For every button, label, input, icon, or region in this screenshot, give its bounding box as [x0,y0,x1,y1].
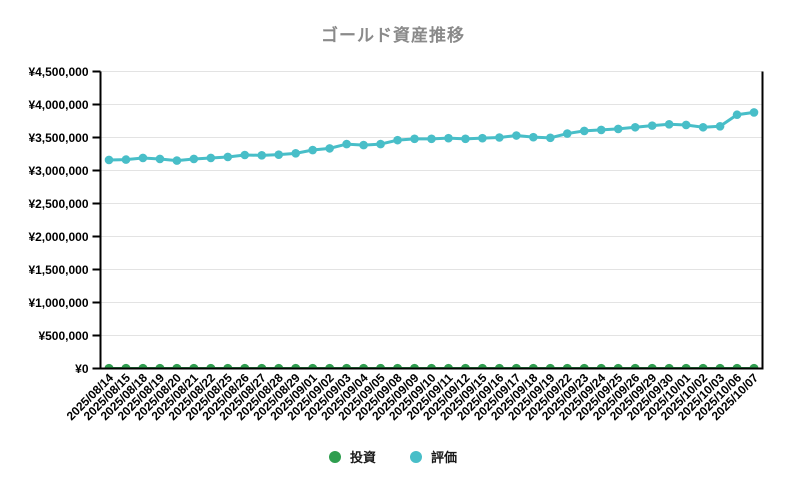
eval-data-point[interactable] [444,133,453,143]
invest-data-point[interactable] [477,363,488,373]
invest-data-point[interactable] [155,363,165,373]
eval-data-point[interactable] [325,144,334,153]
y-tick-label: ¥0 [75,362,89,376]
eval-data-point[interactable] [749,108,759,117]
invest-data-point[interactable] [375,363,386,373]
legend-label-invest: 投資 [349,450,376,465]
eval-data-point[interactable] [274,150,284,159]
invest-data-point[interactable] [732,363,742,373]
y-tick-label: ¥3,000,000 [28,164,88,178]
invest-data-point[interactable] [715,363,725,373]
invest-data-point[interactable] [392,363,403,373]
eval-data-point[interactable] [562,129,572,138]
eval-data-point[interactable] [596,125,606,135]
eval-data-point[interactable] [546,133,555,143]
eval-data-point[interactable] [257,151,267,160]
invest-data-point[interactable] [545,363,555,373]
eval-data-point[interactable] [512,131,521,140]
invest-data-point[interactable] [681,363,691,373]
eval-data-point[interactable] [376,139,385,149]
y-tick-label: ¥4,500,000 [28,65,88,79]
eval-data-point[interactable] [427,134,436,144]
eval-data-point[interactable] [478,133,487,143]
eval-data-point[interactable] [308,145,317,155]
invest-data-point[interactable] [274,363,284,373]
invest-data-point[interactable] [613,363,623,373]
chart-title: ゴールド資産推移 [321,26,465,45]
eval-data-point[interactable] [681,120,691,130]
invest-data-point[interactable] [104,363,114,373]
invest-data-point[interactable] [562,363,572,373]
eval-data-point[interactable] [104,155,114,165]
invest-data-point[interactable] [325,363,335,373]
invest-data-point[interactable] [308,363,318,373]
invest-data-point[interactable] [749,363,759,373]
eval-data-point[interactable] [630,122,640,132]
eval-data-point[interactable] [529,132,538,142]
eval-data-point[interactable] [495,133,504,142]
invest-data-point[interactable] [664,363,674,373]
eval-data-point[interactable] [664,120,674,129]
invest-data-point[interactable] [528,363,538,373]
invest-data-point[interactable] [647,363,657,373]
invest-data-point[interactable] [342,363,352,373]
chart-legend: 投資 評価 [0,447,786,466]
eval-data-point[interactable] [172,156,182,165]
y-tick-label: ¥3,500,000 [28,131,88,145]
legend-item-eval[interactable]: 評価 [410,447,457,466]
invest-data-point[interactable] [240,363,250,373]
eval-data-point[interactable] [240,150,250,160]
eval-data-point[interactable] [121,155,131,164]
eval-data-point[interactable] [410,134,419,144]
eval-data-point[interactable] [579,126,589,136]
y-tick-label: ¥1,500,000 [28,263,88,277]
invest-data-point[interactable] [579,363,589,373]
invest-data-point[interactable] [189,363,199,373]
eval-series-dot-icon [410,450,422,463]
invest-data-point[interactable] [172,363,182,373]
eval-data-point[interactable] [189,154,199,164]
y-tick-label: ¥4,000,000 [28,98,88,112]
line-chart: ¥0 ¥500,000 ¥1,000,000 ¥1,500,000 ¥2,000,000… [28,65,764,423]
eval-data-point[interactable] [155,154,165,164]
eval-data-point[interactable] [359,140,368,150]
eval-data-point[interactable] [698,122,708,132]
invest-data-point[interactable] [494,363,504,373]
eval-data-point[interactable] [206,153,216,163]
y-tick-label: ¥500,000 [38,329,88,343]
y-tick-label: ¥2,000,000 [28,230,88,244]
invest-data-point[interactable] [206,363,216,373]
eval-data-point[interactable] [613,124,623,134]
eval-data-point[interactable] [732,110,742,120]
y-tick-label: ¥2,500,000 [28,197,88,211]
eval-data-point[interactable] [223,152,233,162]
eval-data-point[interactable] [342,139,351,149]
invest-data-point[interactable] [460,363,471,373]
invest-data-point[interactable] [359,363,369,373]
eval-data-point[interactable] [647,121,657,130]
legend-item-invest[interactable]: 投資 [328,447,376,466]
invest-data-point[interactable] [257,363,267,373]
invest-data-point[interactable] [138,363,148,373]
invest-data-point[interactable] [426,363,437,373]
invest-data-point[interactable] [630,363,640,373]
invest-data-point[interactable] [409,363,420,373]
y-tick-label: ¥1,000,000 [28,296,88,310]
invest-data-point[interactable] [698,363,708,373]
invest-data-point[interactable] [511,363,521,373]
invest-data-point[interactable] [223,363,233,373]
eval-data-point[interactable] [393,135,402,145]
legend-label-eval: 評価 [431,450,458,465]
invest-data-point[interactable] [121,363,131,373]
eval-data-point[interactable] [291,149,301,158]
eval-data-point[interactable] [138,153,148,163]
eval-data-point[interactable] [715,121,725,131]
invest-series-dot-icon [328,450,341,463]
invest-data-point[interactable] [596,363,606,373]
eval-data-point[interactable] [461,134,470,144]
invest-data-point[interactable] [443,363,454,373]
invest-data-point[interactable] [291,363,301,373]
